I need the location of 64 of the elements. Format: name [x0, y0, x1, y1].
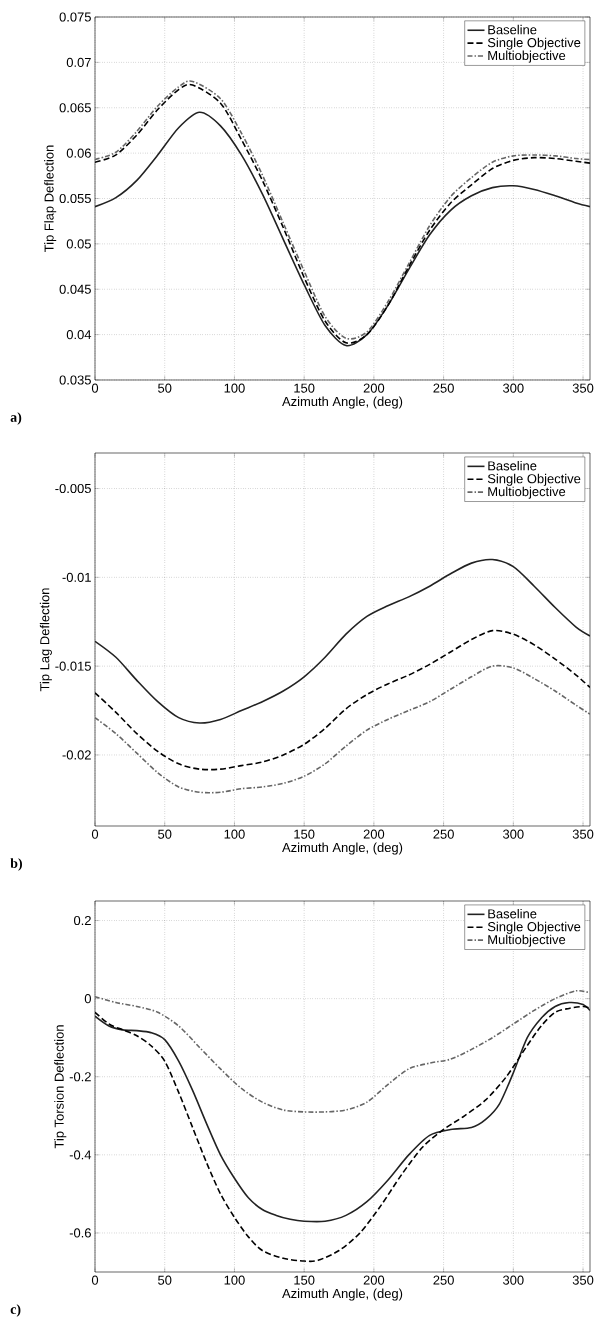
x-tick-label: 150: [294, 1275, 315, 1285]
y-axis-title: Tip Lag Deflection: [39, 588, 52, 692]
y-tick-label: 0.04: [66, 330, 92, 340]
line-series: [95, 1001, 591, 1223]
y-tick-label: -0.015: [55, 661, 91, 671]
x-tick-label: 50: [158, 829, 172, 839]
x-tick-label: 350: [572, 383, 594, 393]
y-axis-title: Tip Torsion Deflection: [54, 1025, 67, 1149]
legend-label: Multiobjective: [488, 934, 566, 947]
x-tick-label: 350: [572, 1275, 594, 1285]
line-series: [95, 989, 591, 1113]
legend-label: Single Objective: [487, 37, 581, 50]
x-tick-label: 250: [433, 829, 454, 839]
y-tick-label: 0.065: [59, 103, 91, 113]
legend-label: Multiobjective: [488, 50, 566, 63]
y-tick-label: -0.02: [62, 750, 91, 760]
y-tick-label: -0.2: [69, 1072, 91, 1082]
text: c): [10, 1304, 21, 1317]
x-tick-label: 0: [91, 1275, 99, 1285]
x-tick-label: 0: [91, 383, 99, 393]
x-tick-label: 250: [433, 383, 454, 393]
x-tick-label: 300: [503, 829, 524, 839]
x-tick-label: 300: [503, 1275, 524, 1285]
x-tick-label: 200: [363, 829, 385, 839]
x-tick-label: 250: [433, 1275, 454, 1285]
x-tick-label: 200: [363, 1275, 385, 1285]
x-tick-label: 50: [158, 1275, 172, 1285]
text: a): [10, 412, 22, 425]
y-tick-label: 0.035: [59, 375, 91, 385]
x-tick-label: 300: [503, 383, 524, 393]
x-tick-label: 200: [363, 383, 385, 393]
y-tick-label: -0.6: [69, 1228, 91, 1238]
x-tick-label: 150: [294, 829, 315, 839]
x-tick-label: 150: [294, 383, 315, 393]
x-tick-label: 100: [224, 1275, 245, 1285]
y-tick-label: 0.2: [73, 915, 91, 926]
legend-label: Baseline: [488, 908, 537, 919]
legend-label: Single Objective: [487, 473, 581, 486]
x-tick-label: 100: [224, 829, 245, 839]
legend-label: Baseline: [488, 24, 537, 35]
y-tick-label: 0.075: [59, 12, 91, 22]
y-tick-label: 0.06: [66, 148, 91, 158]
y-tick-label: -0.01: [62, 572, 91, 582]
legend-label: Single Objective: [487, 921, 581, 934]
y-tick-label: 0.045: [59, 284, 91, 294]
y-tick-label: -0.4: [69, 1150, 92, 1160]
y-axis-title: Tip Flap Deflection: [44, 145, 57, 252]
x-tick-label: 0: [91, 829, 99, 839]
y-tick-label: 0.05: [66, 239, 91, 249]
x-axis-title: Azimuth Angle, (deg): [282, 842, 403, 855]
x-axis-title: Azimuth Angle, (deg): [282, 396, 403, 409]
legend-label: Baseline: [488, 460, 537, 471]
y-tick-label: 0.07: [66, 57, 91, 67]
x-tick-label: 50: [158, 383, 172, 393]
legend-label: Multiobjective: [488, 486, 566, 499]
text: b): [10, 858, 22, 871]
y-tick-label: 0.055: [59, 193, 91, 204]
x-tick-label: 350: [572, 829, 594, 839]
x-tick-label: 100: [224, 383, 245, 393]
line-series: [95, 558, 591, 724]
y-tick-label: 0: [84, 994, 91, 1004]
y-tick-label: -0.005: [55, 483, 91, 494]
line-series: [95, 664, 591, 794]
x-axis-title: Azimuth Angle, (deg): [282, 1288, 403, 1301]
